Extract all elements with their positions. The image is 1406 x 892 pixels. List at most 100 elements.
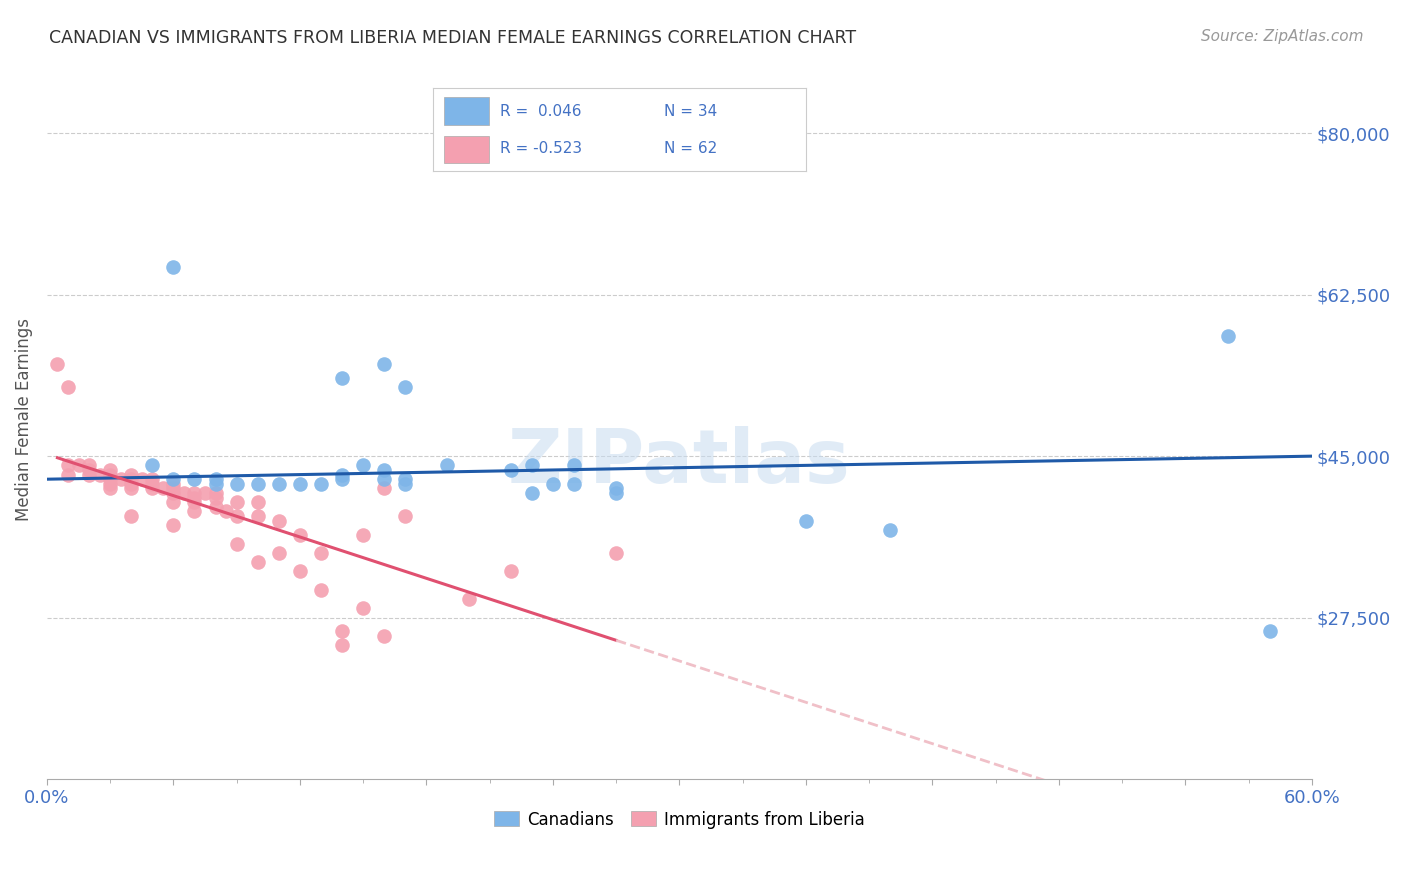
Point xyxy=(373,629,395,643)
Point xyxy=(215,504,238,518)
Point xyxy=(499,463,522,477)
Point xyxy=(520,486,543,500)
Point xyxy=(120,472,142,486)
Point xyxy=(330,472,353,486)
Point xyxy=(267,546,290,560)
Point xyxy=(98,472,121,486)
Point xyxy=(46,357,69,371)
Point xyxy=(120,482,142,496)
Text: CANADIAN VS IMMIGRANTS FROM LIBERIA MEDIAN FEMALE EARNINGS CORRELATION CHART: CANADIAN VS IMMIGRANTS FROM LIBERIA MEDI… xyxy=(49,29,856,46)
Point xyxy=(520,458,543,473)
Point xyxy=(352,527,374,541)
Point xyxy=(330,370,353,384)
Point xyxy=(541,476,564,491)
Point xyxy=(204,491,226,505)
Point xyxy=(562,458,585,473)
Point xyxy=(246,509,269,524)
Point xyxy=(162,472,184,486)
Point xyxy=(394,476,416,491)
Point xyxy=(1258,624,1281,639)
Point xyxy=(394,509,416,524)
Point xyxy=(225,537,247,551)
Point xyxy=(162,486,184,500)
Point xyxy=(194,486,217,500)
Point xyxy=(225,495,247,509)
Legend: Canadians, Immigrants from Liberia: Canadians, Immigrants from Liberia xyxy=(488,804,872,835)
Point xyxy=(183,495,205,509)
Point xyxy=(131,472,153,486)
Y-axis label: Median Female Earnings: Median Female Earnings xyxy=(15,318,32,521)
Point xyxy=(162,495,184,509)
Point xyxy=(98,482,121,496)
Point xyxy=(246,555,269,569)
Point xyxy=(204,486,226,500)
Point xyxy=(162,476,184,491)
Point xyxy=(183,472,205,486)
Point xyxy=(141,472,163,486)
Point xyxy=(352,458,374,473)
Point xyxy=(120,467,142,482)
Point xyxy=(605,486,627,500)
Point xyxy=(56,467,79,482)
Point xyxy=(67,458,90,473)
Point xyxy=(288,476,311,491)
Point xyxy=(98,467,121,482)
Point xyxy=(330,467,353,482)
Point xyxy=(77,463,100,477)
Point xyxy=(183,486,205,500)
Point xyxy=(288,527,311,541)
Point xyxy=(77,467,100,482)
Point xyxy=(879,523,901,537)
Point xyxy=(562,476,585,491)
Point xyxy=(267,514,290,528)
Point xyxy=(173,486,195,500)
Point xyxy=(352,601,374,615)
Point xyxy=(373,463,395,477)
Point xyxy=(309,546,332,560)
Point xyxy=(162,260,184,274)
Point xyxy=(794,514,817,528)
Point xyxy=(204,472,226,486)
Point xyxy=(246,476,269,491)
Point xyxy=(394,472,416,486)
Point xyxy=(373,482,395,496)
Point xyxy=(162,518,184,533)
Point xyxy=(225,476,247,491)
Point xyxy=(183,491,205,505)
Point xyxy=(394,380,416,394)
Point xyxy=(152,482,174,496)
Point xyxy=(141,482,163,496)
Point xyxy=(77,458,100,473)
Point xyxy=(98,476,121,491)
Point xyxy=(98,463,121,477)
Point xyxy=(373,472,395,486)
Point xyxy=(499,565,522,579)
Point xyxy=(162,482,184,496)
Point xyxy=(309,582,332,597)
Point xyxy=(246,495,269,509)
Point xyxy=(225,509,247,524)
Point xyxy=(330,624,353,639)
Point xyxy=(1216,329,1239,343)
Point xyxy=(204,476,226,491)
Point xyxy=(309,476,332,491)
Point xyxy=(436,458,458,473)
Text: ZIPatlas: ZIPatlas xyxy=(508,425,851,499)
Point xyxy=(288,565,311,579)
Point xyxy=(110,472,132,486)
Point xyxy=(373,357,395,371)
Point xyxy=(605,546,627,560)
Point xyxy=(120,509,142,524)
Point xyxy=(89,467,111,482)
Point xyxy=(141,458,163,473)
Point xyxy=(120,476,142,491)
Point xyxy=(56,458,79,473)
Text: Source: ZipAtlas.com: Source: ZipAtlas.com xyxy=(1201,29,1364,44)
Point xyxy=(141,476,163,491)
Point xyxy=(267,476,290,491)
Point xyxy=(183,504,205,518)
Point xyxy=(457,592,479,607)
Point xyxy=(330,638,353,652)
Point xyxy=(605,482,627,496)
Point xyxy=(204,500,226,514)
